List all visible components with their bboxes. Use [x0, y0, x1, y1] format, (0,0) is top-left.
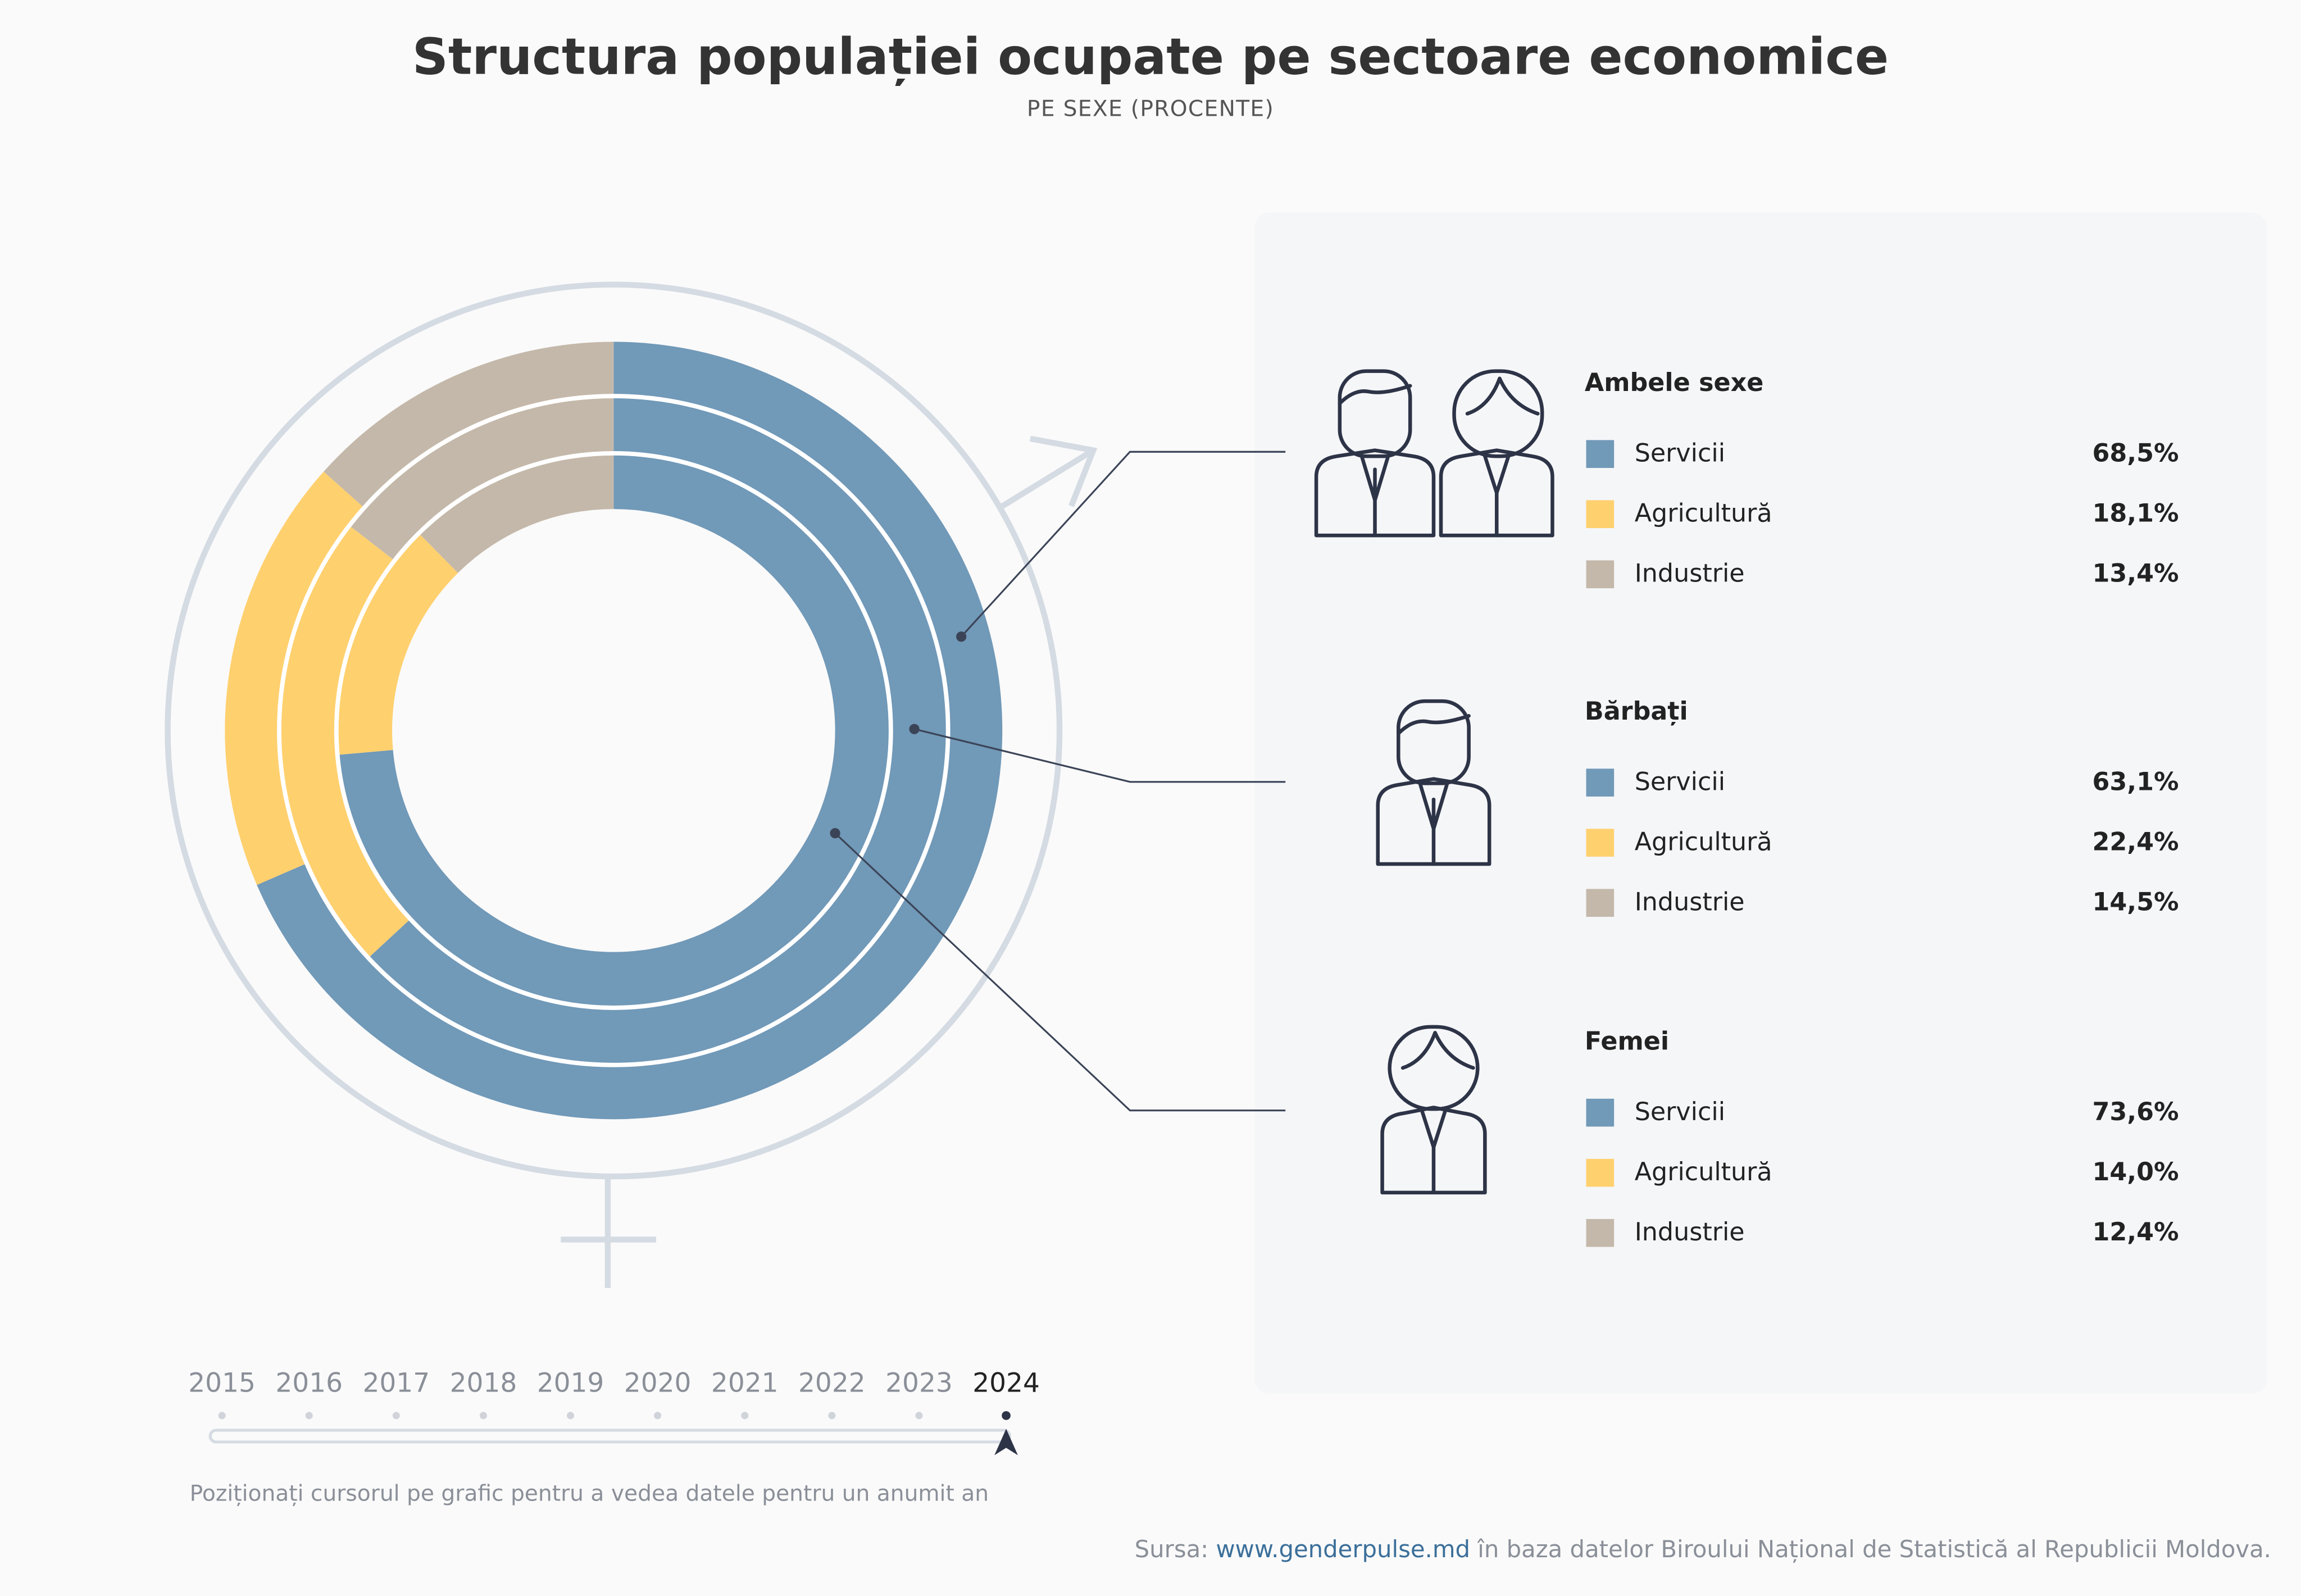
source: Sursa: www.genderpulse.md în baza datelo… — [1135, 1535, 2271, 1563]
year-cursor[interactable] — [994, 1429, 1018, 1456]
legend-label: Servicii — [1635, 439, 1725, 467]
year-label[interactable]: 2017 — [363, 1367, 430, 1398]
ring-separator — [334, 451, 893, 1010]
year-label[interactable]: 2021 — [711, 1367, 779, 1398]
year-label[interactable]: 2018 — [450, 1367, 517, 1398]
source-suffix: în baza datelor Biroului Național de Sta… — [1477, 1535, 2271, 1563]
value-label: 14,0% — [2093, 1158, 2179, 1186]
ring-segment[interactable] — [225, 471, 363, 885]
value-label: 63,1% — [2093, 767, 2179, 796]
year-label[interactable]: 2024 — [972, 1367, 1040, 1398]
legend-group-title: Femei — [1585, 1027, 1669, 1056]
ring-segment[interactable] — [420, 454, 614, 573]
value-label: 14,5% — [2093, 888, 2179, 917]
year-label[interactable]: 2019 — [537, 1367, 604, 1398]
legend-panel — [1254, 212, 2267, 1394]
year-dot[interactable] — [305, 1412, 313, 1420]
year-dot[interactable] — [566, 1412, 575, 1420]
year-dot[interactable] — [654, 1412, 662, 1420]
year-dot[interactable] — [479, 1412, 487, 1420]
year-dot[interactable] — [392, 1412, 400, 1420]
legend-swatch — [1586, 560, 1615, 589]
year-label[interactable]: 2022 — [798, 1367, 866, 1398]
legend-swatch — [1586, 1158, 1615, 1187]
legend-swatch — [1586, 1218, 1615, 1247]
timeline-track[interactable] — [208, 1429, 1011, 1444]
value-label: 12,4% — [2093, 1218, 2179, 1247]
ring-segment[interactable] — [324, 342, 614, 507]
legend-label: Agricultură — [1635, 827, 1772, 856]
year-dot[interactable] — [218, 1412, 226, 1420]
year-label[interactable]: 2016 — [275, 1367, 343, 1398]
icon-men — [1376, 699, 1491, 866]
value-label: 18,1% — [2093, 499, 2179, 528]
year-dot[interactable] — [1002, 1411, 1011, 1420]
ring-segment[interactable] — [350, 397, 614, 560]
leader-lines — [834, 451, 1286, 1112]
year-dot[interactable] — [915, 1412, 923, 1420]
timeline: 2015 2016 2017 2018 2019 2020 2021 2022 2023 2024 — [188, 1367, 1040, 1456]
legend: Ambele sexe Servicii 68,5% Agricultură 18,1%… — [1585, 369, 2179, 1247]
legend-swatch — [1586, 829, 1615, 857]
subtitle: PE SEXE (PROCENTE) — [1027, 96, 1274, 121]
ring-separator — [277, 394, 951, 1067]
value-label: 22,4% — [2093, 827, 2179, 856]
legend-group-title: Bărbați — [1585, 697, 1688, 726]
legend-label: Agricultură — [1635, 499, 1772, 528]
hint: Poziționați cursorul pe grafic pentru a … — [190, 1481, 989, 1506]
year-dot[interactable] — [828, 1412, 836, 1420]
ring-segment[interactable] — [369, 397, 947, 1064]
year-label[interactable]: 2015 — [188, 1367, 256, 1398]
rings — [225, 342, 1003, 1120]
legend-label: Industrie — [1635, 888, 1745, 917]
value-label: 13,4% — [2093, 560, 2179, 588]
ring-segment[interactable] — [280, 526, 410, 957]
ring-segment[interactable] — [338, 534, 458, 755]
source-prefix: Sursa: — [1135, 1535, 1209, 1563]
leader-dots — [830, 631, 967, 839]
icon-women — [1380, 1025, 1487, 1195]
legend-swatch — [1586, 889, 1615, 917]
legend-group-title: Ambele sexe — [1585, 369, 1763, 397]
legend-swatch — [1586, 769, 1615, 797]
gender-symbol — [165, 281, 1098, 1288]
legend-label: Agricultură — [1635, 1158, 1772, 1186]
icon-both — [1314, 369, 1554, 538]
legend-swatch — [1586, 1098, 1615, 1127]
legend-label: Servicii — [1635, 767, 1725, 796]
legend-label: Industrie — [1635, 1218, 1745, 1247]
value-label: 73,6% — [2093, 1098, 2179, 1126]
year-label[interactable]: 2020 — [624, 1367, 692, 1398]
source-link[interactable]: www.genderpulse.md — [1216, 1535, 1470, 1563]
legend-swatch — [1586, 500, 1615, 529]
legend-swatch — [1586, 440, 1615, 468]
year-dot[interactable] — [741, 1412, 749, 1420]
legend-label: Industrie — [1635, 560, 1745, 588]
year-label[interactable]: 2023 — [885, 1367, 953, 1398]
value-label: 68,5% — [2093, 439, 2179, 467]
legend-label: Servicii — [1635, 1098, 1725, 1126]
title: Structura populației ocupate pe sectoare… — [412, 28, 1889, 85]
